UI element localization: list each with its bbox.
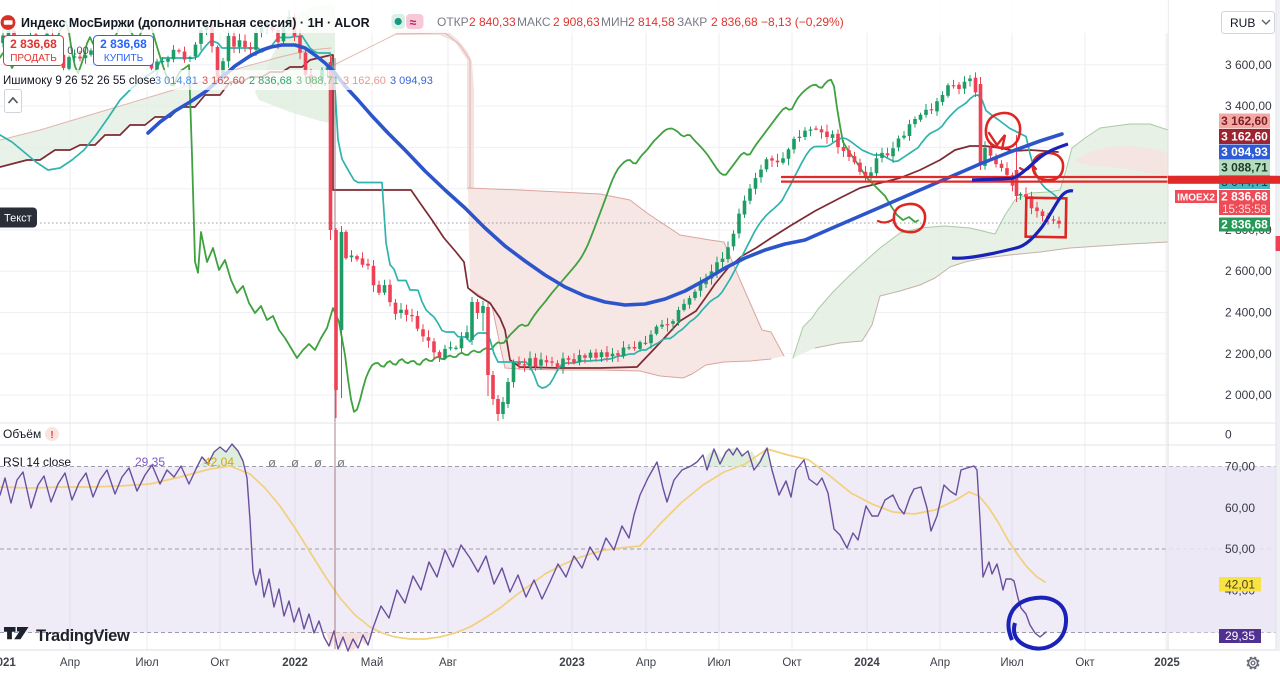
svg-text:42,01: 42,01 bbox=[1225, 577, 1255, 591]
svg-text:Апр: Апр bbox=[930, 657, 950, 669]
svg-text:ø: ø bbox=[337, 455, 345, 470]
svg-text:2 600,00: 2 600,00 bbox=[1225, 264, 1272, 278]
svg-text:Апр: Апр bbox=[60, 657, 80, 669]
svg-text:42,04: 42,04 bbox=[204, 455, 234, 469]
svg-text:Ишимоку 9 26 52 26 55 close: Ишимоку 9 26 52 26 55 close bbox=[3, 75, 156, 87]
svg-text:2 836,68: 2 836,68 bbox=[249, 75, 292, 87]
svg-text:IMOEX2: IMOEX2 bbox=[1177, 193, 1215, 204]
svg-text:15:35:58: 15:35:58 bbox=[1222, 204, 1267, 216]
svg-text:2023: 2023 bbox=[559, 657, 585, 669]
svg-text:ø: ø bbox=[268, 455, 276, 470]
svg-text:Окт: Окт bbox=[782, 657, 802, 669]
svg-text:Июл: Июл bbox=[135, 657, 158, 669]
svg-text:2021: 2021 bbox=[0, 657, 16, 669]
svg-text:RUB: RUB bbox=[1230, 16, 1255, 30]
svg-text:RSI 14 close: RSI 14 close bbox=[3, 455, 71, 469]
svg-text:Май: Май bbox=[361, 657, 384, 669]
svg-text:70,00: 70,00 bbox=[1225, 460, 1255, 474]
svg-text:TradingView: TradingView bbox=[36, 627, 130, 645]
svg-text:МИН: МИН bbox=[601, 15, 628, 29]
svg-text:Апр: Апр bbox=[636, 657, 656, 669]
svg-text:Окт: Окт bbox=[210, 657, 230, 669]
svg-text:2 908,63: 2 908,63 bbox=[553, 15, 600, 29]
svg-text:2 836,68: 2 836,68 bbox=[711, 15, 758, 29]
svg-text:Индекс МосБиржи (дополнительна: Индекс МосБиржи (дополнительная сессия) … bbox=[21, 16, 370, 30]
svg-text:Июл: Июл bbox=[1000, 657, 1023, 669]
svg-text:Окт: Окт bbox=[1075, 657, 1095, 669]
svg-text:ø: ø bbox=[291, 455, 299, 470]
svg-text:!: ! bbox=[50, 430, 53, 441]
svg-text:3 014,81: 3 014,81 bbox=[155, 75, 198, 87]
svg-text:2 836,68: 2 836,68 bbox=[100, 37, 147, 51]
svg-text:Авг: Авг bbox=[439, 657, 457, 669]
svg-text:2 840,33: 2 840,33 bbox=[469, 15, 516, 29]
svg-text:3 162,60: 3 162,60 bbox=[343, 75, 386, 87]
svg-text:Июл: Июл bbox=[707, 657, 730, 669]
svg-text:2 836,68: 2 836,68 bbox=[10, 37, 57, 51]
svg-text:−8,13 (−0,29%): −8,13 (−0,29%) bbox=[761, 15, 844, 29]
svg-text:3 162,60: 3 162,60 bbox=[1221, 130, 1268, 144]
svg-text:3 400,00: 3 400,00 bbox=[1225, 99, 1272, 113]
svg-text:2024: 2024 bbox=[854, 657, 880, 669]
svg-text:ЗАКР: ЗАКР bbox=[677, 15, 707, 29]
svg-text:3 094,93: 3 094,93 bbox=[1221, 145, 1268, 159]
svg-text:3 088,71: 3 088,71 bbox=[1221, 161, 1268, 175]
svg-text:2025: 2025 bbox=[1154, 657, 1180, 669]
svg-text:2 814,58: 2 814,58 bbox=[628, 15, 675, 29]
svg-text:2 200,00: 2 200,00 bbox=[1225, 347, 1272, 361]
svg-text:ОТКР: ОТКР bbox=[437, 15, 469, 29]
svg-text:0: 0 bbox=[1225, 428, 1232, 442]
svg-text:3 162,60: 3 162,60 bbox=[202, 75, 245, 87]
svg-text:ø: ø bbox=[314, 455, 322, 470]
svg-text:3 088,71: 3 088,71 bbox=[296, 75, 339, 87]
svg-text:2 836,68: 2 836,68 bbox=[1221, 190, 1268, 204]
svg-text:29,35: 29,35 bbox=[1225, 629, 1255, 643]
svg-text:МАКС: МАКС bbox=[517, 15, 551, 29]
svg-text:60,00: 60,00 bbox=[1225, 501, 1255, 515]
svg-text:50,00: 50,00 bbox=[1225, 542, 1255, 556]
svg-text:2 400,00: 2 400,00 bbox=[1225, 306, 1272, 320]
svg-text:0,00: 0,00 bbox=[67, 45, 88, 57]
svg-text:≈: ≈ bbox=[410, 16, 417, 30]
svg-text:3 094,93: 3 094,93 bbox=[390, 75, 433, 87]
svg-text:ПРОДАТЬ: ПРОДАТЬ bbox=[10, 53, 57, 64]
svg-text:2 000,00: 2 000,00 bbox=[1225, 388, 1272, 402]
svg-text:КУПИТЬ: КУПИТЬ bbox=[104, 53, 144, 64]
svg-text:3 600,00: 3 600,00 bbox=[1225, 58, 1272, 72]
svg-text:2022: 2022 bbox=[282, 657, 308, 669]
svg-text:Текст: Текст bbox=[4, 213, 32, 225]
svg-text:3 162,60: 3 162,60 bbox=[1221, 114, 1268, 128]
svg-text:Объём: Объём bbox=[3, 427, 41, 441]
svg-text:2 836,68: 2 836,68 bbox=[1221, 218, 1268, 232]
svg-text:29,35: 29,35 bbox=[135, 455, 165, 469]
